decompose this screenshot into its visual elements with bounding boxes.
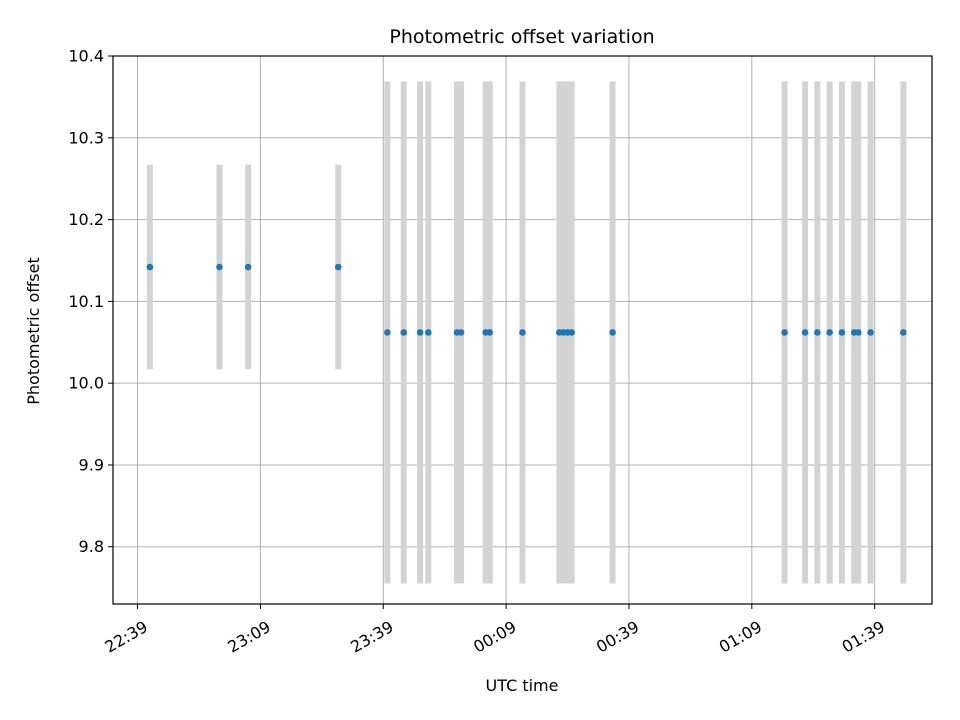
y-axis-label: Photometric offset — [24, 257, 43, 405]
data-point — [425, 329, 432, 336]
data-point — [384, 329, 391, 336]
data-point — [801, 329, 809, 336]
y-tick-label: 10.2 — [68, 210, 104, 229]
data-point — [400, 329, 408, 336]
y-tick-label: 10.4 — [68, 47, 104, 66]
y-tick-label: 10.1 — [68, 292, 104, 311]
y-tick-label: 10.0 — [68, 374, 104, 393]
data-point — [416, 329, 424, 336]
chart-title: Photometric offset variation — [389, 26, 654, 48]
data-point — [826, 329, 833, 336]
y-tick-label: 10.3 — [68, 128, 104, 147]
data-point — [814, 329, 821, 336]
data-point — [867, 329, 874, 336]
x-axis-label: UTC time — [486, 676, 559, 695]
data-point — [609, 329, 616, 336]
data-point — [568, 329, 575, 336]
y-tick-label: 9.8 — [79, 537, 104, 556]
data-point — [457, 329, 465, 336]
data-point — [486, 329, 494, 336]
data-point — [334, 263, 342, 271]
data-point — [519, 329, 526, 336]
plot-frame — [112, 55, 933, 605]
data-point — [854, 329, 862, 336]
y-axis-ticks: 9.8 9.9 10.0 10.1 10.2 10.3 10.4 — [68, 47, 113, 556]
data-points — [146, 263, 907, 336]
data-point — [900, 329, 907, 336]
data-point — [781, 329, 788, 336]
y-tick-label: 9.9 — [79, 455, 104, 474]
data-point — [244, 263, 252, 271]
data-point — [838, 329, 846, 336]
data-point — [216, 263, 223, 271]
data-point — [146, 263, 154, 271]
